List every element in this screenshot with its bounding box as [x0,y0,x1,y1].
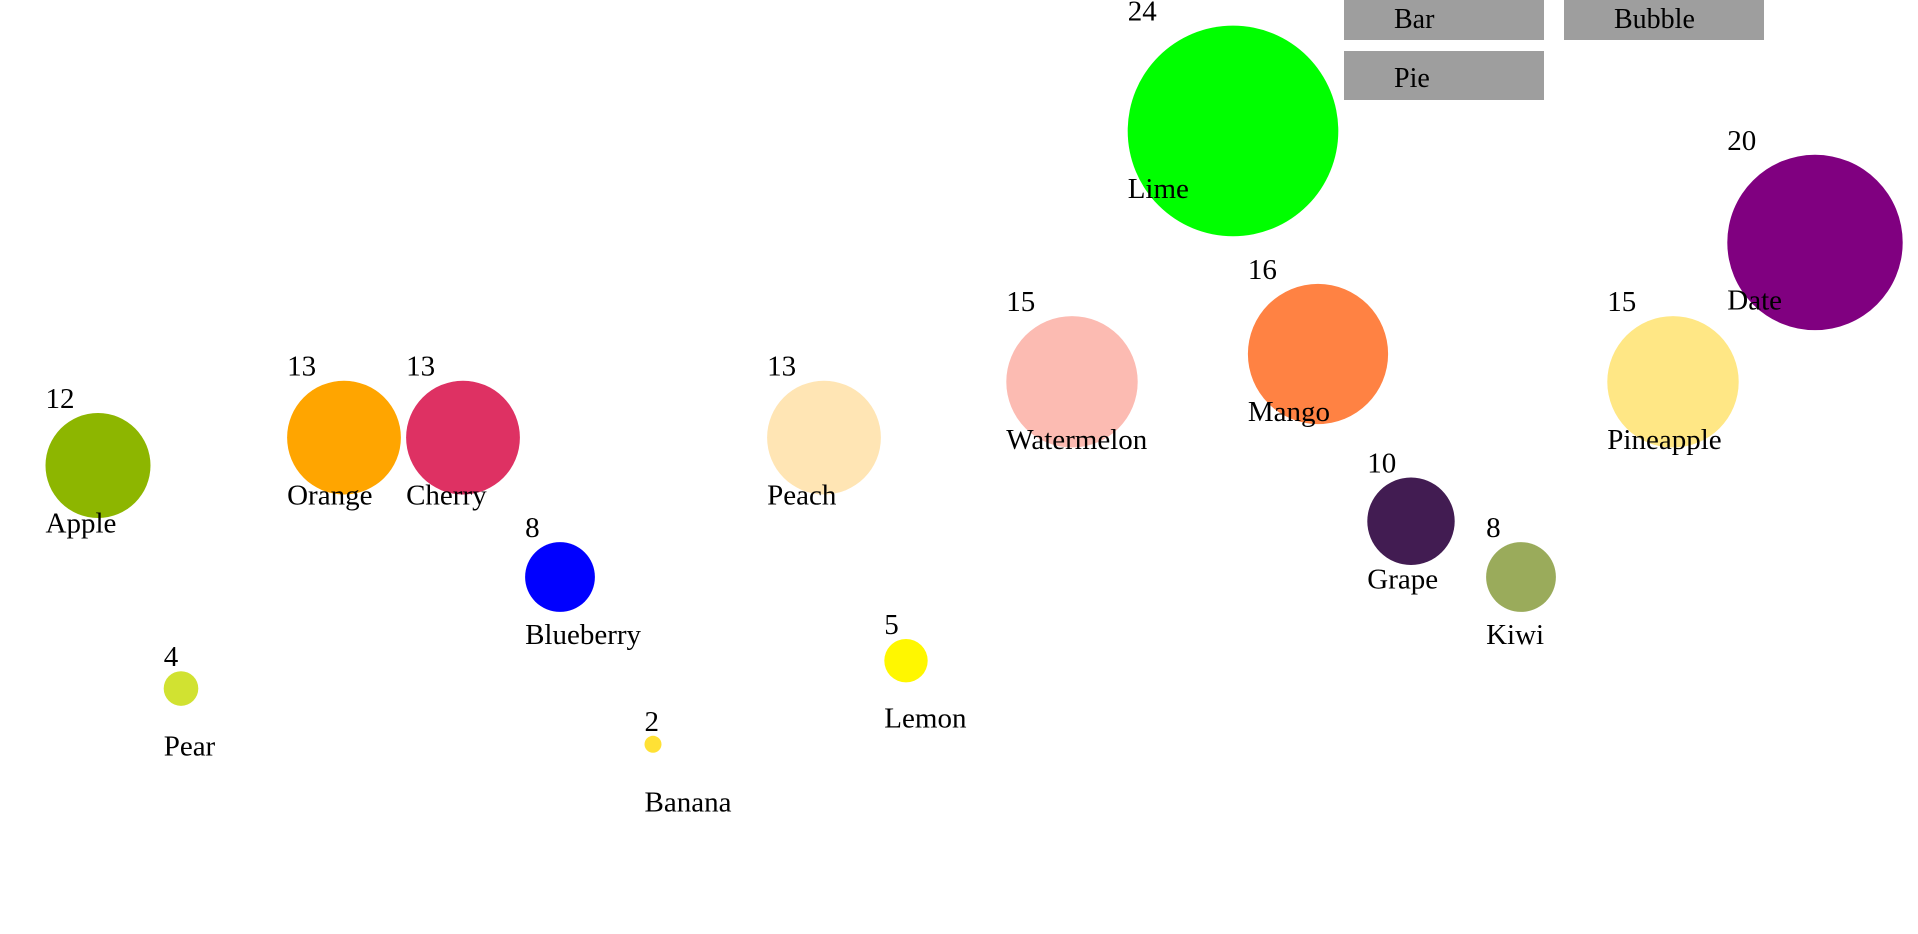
bubble-pear[interactable] [163,671,199,706]
pie-chart-button[interactable]: Pie [1344,51,1544,100]
bubble-lemon[interactable] [884,638,928,683]
name-label-lemon: Lemon [884,703,967,735]
value-label-cherry: 13 [406,351,435,383]
name-label-apple: Apple [46,508,117,540]
bubble-grape[interactable] [1367,477,1455,565]
value-label-watermelon: 15 [1006,286,1035,318]
value-label-grape: 10 [1367,448,1396,480]
value-label-peach: 13 [767,351,796,383]
name-label-orange: Orange [287,480,372,512]
value-label-orange: 13 [287,351,316,383]
bubble-peach[interactable] [767,380,881,495]
bar-chart-button[interactable]: Bar [1344,0,1544,40]
value-label-pineapple: 15 [1607,286,1636,318]
name-label-mango: Mango [1248,396,1330,428]
bubble-date[interactable] [1727,154,1903,331]
name-label-watermelon: Watermelon [1006,424,1147,456]
value-label-kiwi: 8 [1486,512,1501,544]
name-label-peach: Peach [767,480,837,512]
bubble-kiwi[interactable] [1486,542,1556,612]
bubble-pineapple[interactable] [1607,316,1739,448]
value-label-lemon: 5 [884,609,899,641]
bubble-cherry[interactable] [406,380,520,495]
value-label-banana: 2 [645,706,660,738]
value-label-date: 20 [1727,125,1756,157]
bubble-watermelon[interactable] [1006,316,1138,448]
value-label-apple: 12 [46,383,75,415]
bubble-mango[interactable] [1247,283,1389,425]
value-label-lime: 24 [1128,0,1158,28]
bubble-banana[interactable] [644,735,662,753]
name-label-pineapple: Pineapple [1607,424,1721,456]
name-label-blueberry: Blueberry [525,619,641,651]
bubble-chart-button[interactable]: Bubble [1564,0,1764,40]
name-label-lime: Lime [1128,173,1189,205]
name-label-grape: Grape [1367,563,1438,595]
name-label-kiwi: Kiwi [1486,619,1544,651]
bubble-apple[interactable] [45,413,151,518]
value-label-mango: 16 [1248,254,1277,286]
bubble-blueberry[interactable] [525,542,595,612]
name-label-banana: Banana [645,786,732,818]
bubble-lime[interactable] [1127,25,1339,237]
value-label-blueberry: 8 [525,512,540,544]
name-label-cherry: Cherry [406,480,487,512]
name-label-date: Date [1727,284,1782,316]
value-label-pear: 4 [164,641,179,673]
bubble-orange[interactable] [287,380,401,495]
name-label-pear: Pear [164,731,216,763]
